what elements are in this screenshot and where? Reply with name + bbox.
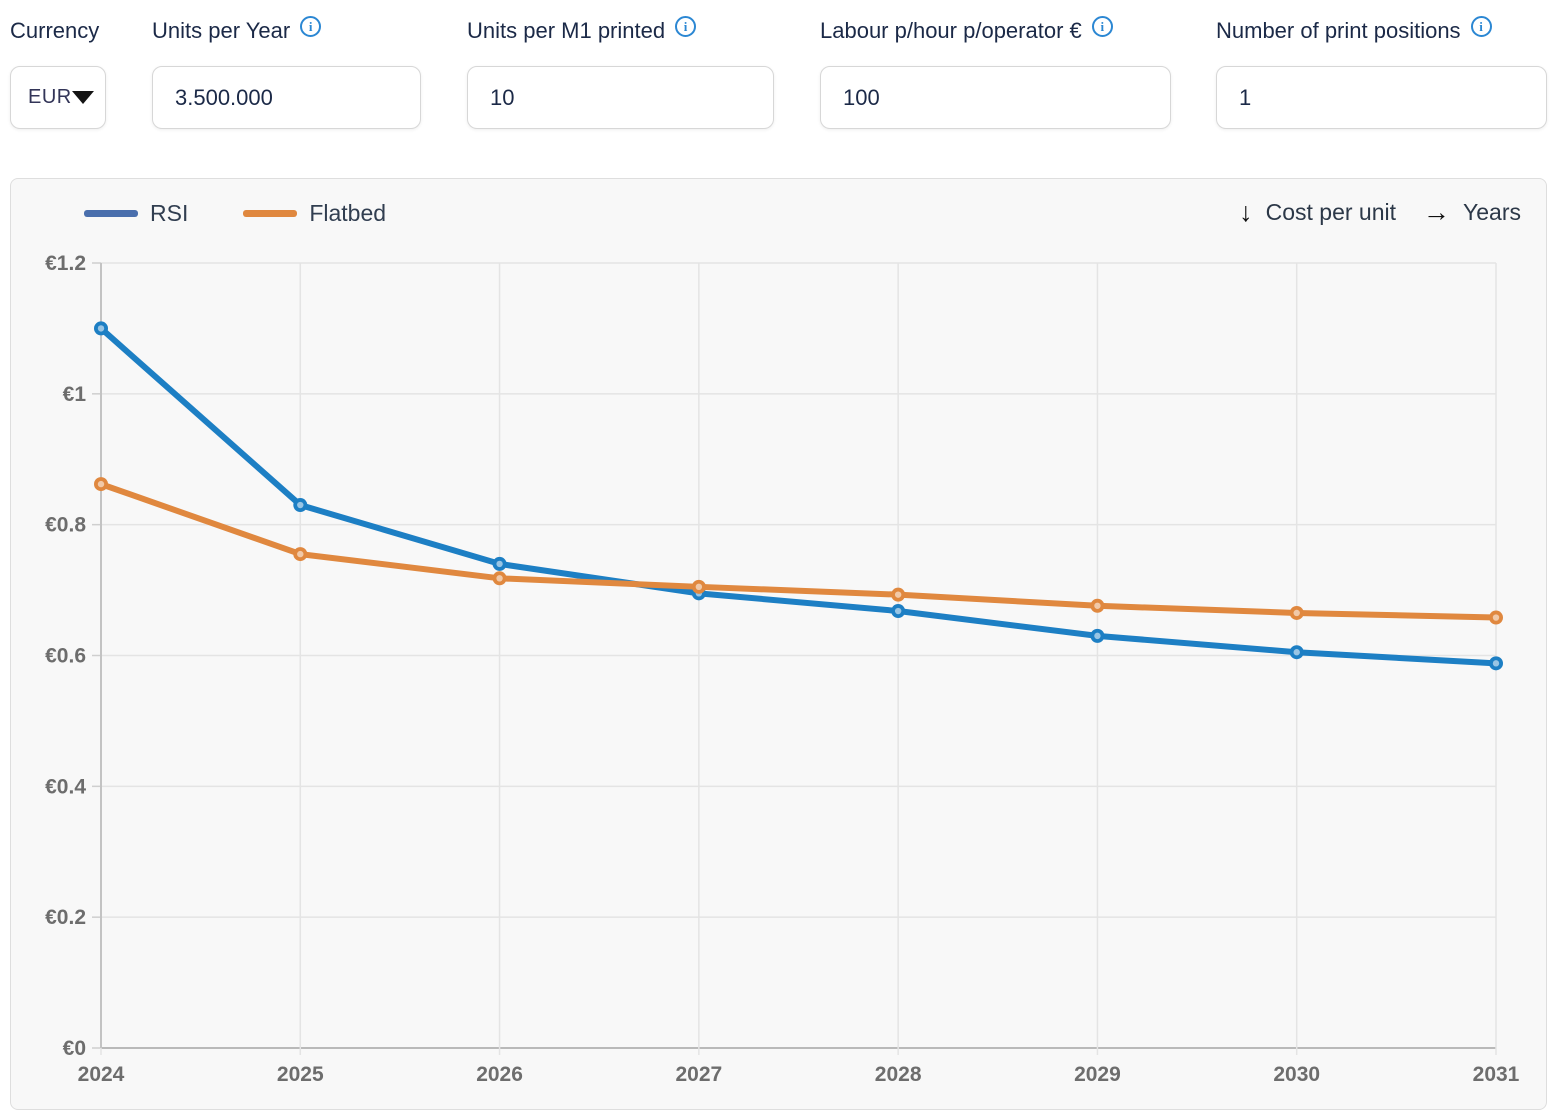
currency-label: Currency [10,18,99,44]
info-icon[interactable]: i [300,16,322,37]
svg-text:2031: 2031 [1473,1063,1520,1086]
print-positions-label-text: Number of print positions [1216,18,1461,43]
svg-text:2029: 2029 [1074,1063,1121,1086]
units-per-m1-label: Units per M1 printed i [467,16,697,44]
chart-legend: RSI Flatbed [84,200,441,227]
info-icon[interactable]: i [1470,16,1492,37]
svg-text:€1: €1 [63,383,87,406]
info-icon[interactable]: i [675,16,697,37]
svg-text:€0.2: €0.2 [45,906,86,929]
labour-rate-label: Labour p/hour p/operator € i [820,16,1113,44]
svg-text:2030: 2030 [1273,1063,1320,1086]
rsi-legend-label: RSI [150,199,189,226]
legend-item-rsi[interactable]: RSI [84,200,188,227]
svg-text:€0.6: €0.6 [45,645,86,668]
chart-panel: RSI Flatbed ↓ Cost per unit → Years €0 €0… [10,178,1547,1110]
currency-label-text: Currency [10,18,100,43]
svg-text:€0.8: €0.8 [45,514,86,537]
arrow-down-icon: ↓ [1239,197,1253,227]
svg-text:2024: 2024 [78,1063,125,1086]
y-axis-caption: Cost per unit [1265,199,1397,225]
rsi-legend-swatch [84,209,138,217]
print-positions-label: Number of print positions i [1216,16,1492,44]
units-per-year-input[interactable] [152,66,421,129]
svg-text:€1.2: €1.2 [45,252,86,275]
flatbed-legend-label: Flatbed [309,199,387,226]
svg-text:€0.4: €0.4 [45,775,86,798]
svg-text:€0: €0 [63,1037,86,1060]
currency-select[interactable]: EUR [10,66,106,129]
legend-item-flatbed[interactable]: Flatbed [243,200,386,227]
print-positions-input[interactable] [1216,66,1547,129]
x-axis-caption: Years [1463,199,1521,225]
units-per-m1-input[interactable] [467,66,774,129]
units-per-m1-label-text: Units per M1 printed [467,18,666,43]
input-form-row: Currency EUR Units per Year i Units per … [0,0,1557,178]
flatbed-legend-swatch [243,209,298,217]
svg-text:2026: 2026 [476,1063,523,1086]
chevron-down-icon [71,91,94,104]
units-per-year-label-text: Units per Year [152,18,291,43]
axis-caption: ↓ Cost per unit → Years [1239,199,1521,226]
svg-text:2028: 2028 [875,1063,922,1086]
units-per-year-label: Units per Year i [152,16,322,44]
labour-rate-input[interactable] [820,66,1171,129]
info-icon[interactable]: i [1091,16,1113,37]
svg-text:2027: 2027 [675,1063,722,1086]
line-chart: €0 €0.2 €0.4 €0.6 €0.8 €1 €1.2 2024 2025 2026 2027… [45,252,1520,1086]
arrow-right-icon: → [1423,197,1451,227]
svg-text:2025: 2025 [277,1063,324,1086]
currency-select-value: EUR [28,86,72,108]
labour-rate-label-text: Labour p/hour p/operator € [820,18,1082,43]
